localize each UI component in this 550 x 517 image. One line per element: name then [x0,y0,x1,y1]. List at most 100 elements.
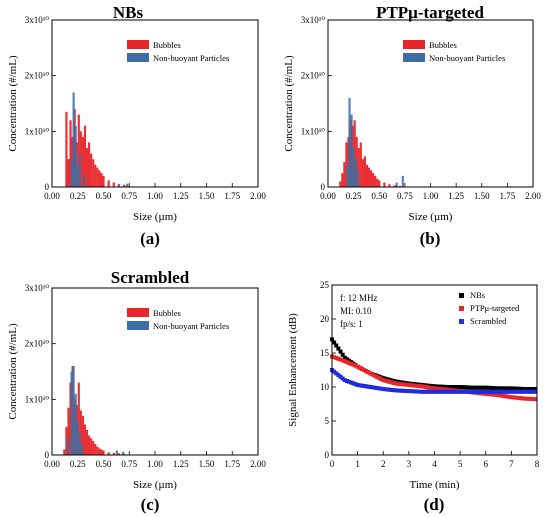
x-tick-label-b: 1.75 [500,191,516,201]
y-tick-label-a: 0 [45,182,50,192]
chart-title-c: Scrambled [111,268,190,287]
point-d-2 [436,389,441,394]
point-d-2 [400,388,405,393]
bar-a-bubbles [69,120,72,187]
point-d-1 [338,357,343,362]
bar-c-particles [121,451,125,455]
point-d-2 [381,387,386,392]
point-d-1 [505,394,510,399]
bar-b-bubbles [369,170,373,187]
point-d-2 [430,389,435,394]
bar-a-bubbles [107,180,110,187]
x-tick-label-c: 0.00 [44,459,60,469]
point-d-1 [417,384,422,389]
point-d-2 [500,389,505,394]
point-d-1 [434,386,439,391]
bar-b-bubbles [398,185,401,187]
bar-b-particles [356,170,359,187]
point-d-1 [517,396,522,401]
bar-b-bubbles [357,148,360,187]
bar-a-particles [74,125,77,187]
point-d-1 [413,383,418,388]
point-d-1 [492,392,497,397]
x-tick-label-b: 0.25 [346,191,362,201]
point-d-2 [505,389,510,394]
point-d-0 [513,386,518,391]
point-d-1 [509,395,514,400]
bar-c-bubbles [96,446,99,455]
point-d-2 [353,382,358,387]
point-d-2 [455,389,460,394]
bar-c-particles [76,421,79,455]
point-d-2 [492,389,497,394]
point-d-1 [430,386,435,391]
point-d-0 [520,386,525,391]
point-d-1 [396,381,401,386]
point-d-2 [376,386,381,391]
bar-a-bubbles [67,159,70,187]
bar-a-particles [78,153,81,187]
plot-frame-c [51,287,259,456]
point-d-0 [509,386,514,391]
bar-c-bubbles [102,450,105,455]
bar-c-bubbles [117,453,121,455]
point-d-1 [524,396,529,401]
legend-marker-d [459,306,464,311]
point-d-1 [532,397,537,402]
x-tick-label-b: 0.75 [397,191,413,201]
point-d-2 [355,382,360,387]
x-tick-label-c: 0.25 [70,459,86,469]
point-d-1 [391,381,396,386]
y-tick-label-c: 2x10¹⁰ [25,339,50,349]
point-d-1 [351,362,356,367]
x-tick-label-a: 0.00 [44,191,60,201]
point-d-2 [387,387,392,392]
bar-a-particles [72,92,75,187]
point-d-1 [498,393,503,398]
point-d-1 [381,378,386,383]
point-d-0 [477,385,482,390]
x-tick-label-c: 1.00 [147,459,163,469]
point-d-0 [532,387,537,392]
point-d-1 [441,387,446,392]
bar-b-bubbles [365,164,369,187]
y-tick-label-b: 1x10¹⁰ [301,126,326,136]
legend-swatch-b [403,40,425,49]
legend-label-a: Non-buoyant Particles [153,53,229,63]
point-d-2 [368,385,373,389]
point-d-1 [513,395,518,400]
point-d-2 [419,389,424,394]
point-d-0 [381,376,386,381]
point-d-2 [488,389,493,394]
point-d-2 [511,389,516,394]
point-d-2 [347,379,352,384]
point-d-2 [404,388,409,393]
point-d-1 [507,394,512,399]
point-d-2 [453,389,458,394]
legend-swatch-a [127,40,149,49]
y-tick-label-a: 2x10¹⁰ [25,71,50,81]
point-d-1 [415,383,420,388]
point-d-2 [490,389,495,394]
bar-b-bubbles [339,181,342,187]
point-d-1 [520,396,525,401]
point-d-1 [500,393,505,398]
bar-a-bubbles [112,182,115,187]
panel-label-c: (c) [141,495,160,514]
point-d-0 [470,385,475,390]
point-d-1 [394,381,399,386]
point-d-2 [532,389,537,394]
point-d-2 [464,389,469,394]
bar-a-bubbles [90,153,93,187]
point-d-1 [340,358,345,363]
point-d-0 [475,385,480,390]
point-d-2 [426,389,431,394]
bar-b-bubbles [378,180,381,187]
point-d-2 [417,389,422,394]
point-d-2 [398,388,403,393]
point-d-2 [451,389,456,394]
y-tick-label-b: 2x10¹⁰ [301,71,326,81]
point-d-1 [530,397,535,402]
point-d-0 [494,386,499,391]
point-d-0 [441,384,446,389]
